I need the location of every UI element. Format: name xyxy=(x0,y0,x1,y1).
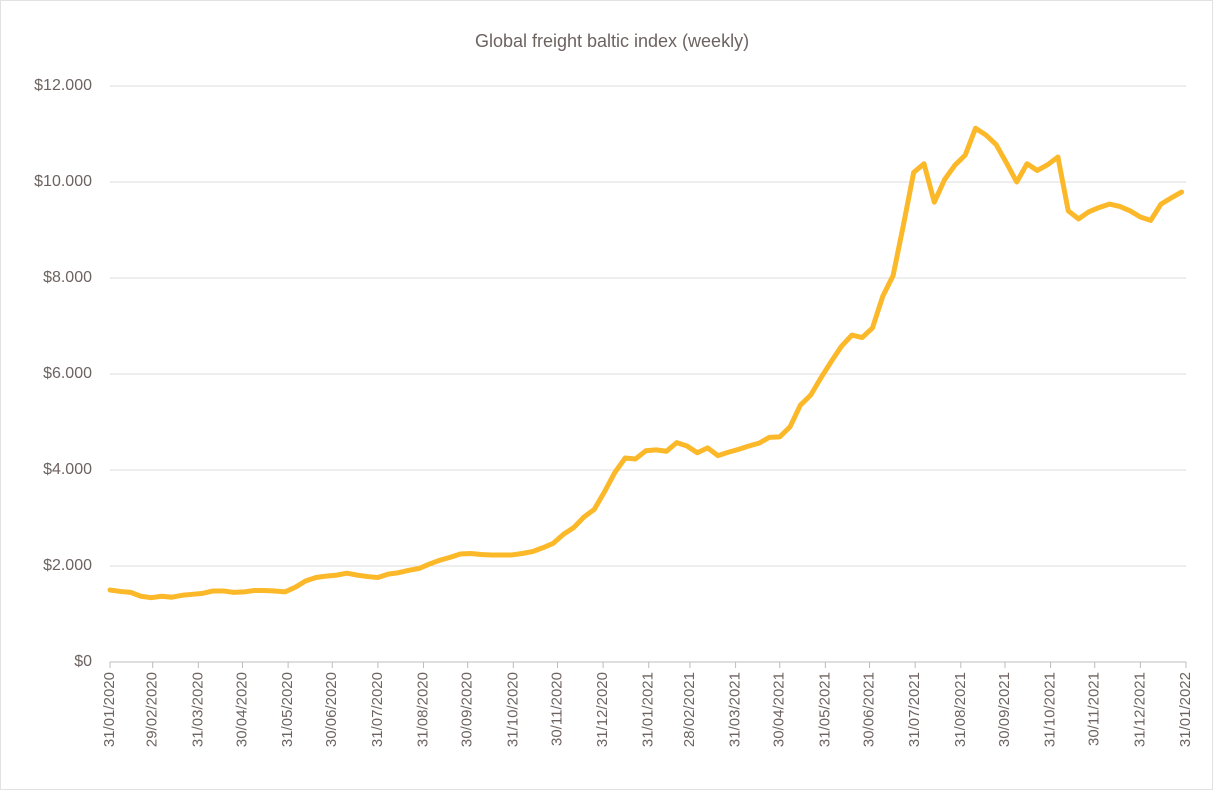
chart-title: Global freight baltic index (weekly) xyxy=(475,31,749,51)
x-tick-label: 30/06/2021 xyxy=(860,672,877,747)
x-tick-label: 29/02/2020 xyxy=(144,672,161,747)
y-tick-label: $6.000 xyxy=(43,365,92,382)
x-tick-label: 31/08/2020 xyxy=(414,672,431,747)
x-tick-label: 30/09/2021 xyxy=(996,672,1013,747)
x-tick-label: 31/03/2020 xyxy=(189,672,206,747)
x-tick-label: 30/04/2021 xyxy=(771,672,788,747)
x-tick-label: 30/06/2020 xyxy=(323,672,340,747)
x-tick-label: 30/09/2020 xyxy=(459,672,476,747)
y-tick-label: $8.000 xyxy=(43,269,92,286)
x-tick-label: 30/11/2021 xyxy=(1086,672,1103,746)
x-tick-label: 31/12/2020 xyxy=(594,672,611,747)
y-tick-label: $4.000 xyxy=(43,461,92,478)
x-tick-label: 31/01/2022 xyxy=(1177,672,1194,747)
x-tick-label: 30/11/2020 xyxy=(548,672,565,746)
x-tick-label: 31/07/2021 xyxy=(906,672,923,747)
x-tick-label: 28/02/2021 xyxy=(681,672,698,747)
series-line xyxy=(107,125,1185,601)
x-tick-label: 31/07/2020 xyxy=(369,672,386,747)
y-tick-label: $0 xyxy=(74,653,92,670)
x-tick-label: 31/01/2020 xyxy=(101,672,118,747)
x-tick-label: 31/10/2020 xyxy=(504,672,521,747)
x-tick-label: 31/03/2021 xyxy=(727,672,744,747)
x-tick-label: 31/12/2021 xyxy=(1131,672,1148,747)
x-tick-label: 31/08/2021 xyxy=(952,672,969,747)
x-tick-label: 31/10/2021 xyxy=(1042,672,1059,747)
x-tick-label: 31/05/2021 xyxy=(816,672,833,747)
x-tick-label: 30/04/2020 xyxy=(233,672,250,747)
y-tick-label: $2.000 xyxy=(43,557,92,574)
x-tick-label: 31/01/2021 xyxy=(640,672,657,747)
x-tick-label: 31/05/2020 xyxy=(279,672,296,747)
y-tick-label: $12.000 xyxy=(34,77,92,94)
y-tick-label: $10.000 xyxy=(34,173,92,190)
